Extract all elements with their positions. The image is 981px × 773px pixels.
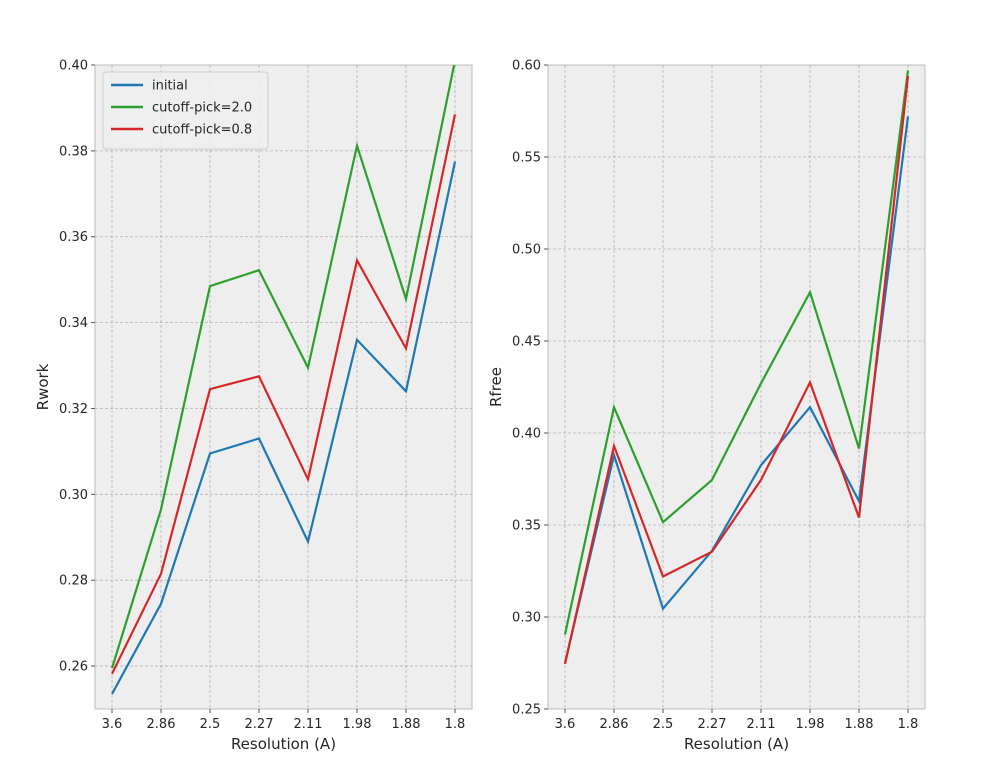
- y-axis-label: Rfree: [487, 367, 505, 407]
- x-tick-label: 1.98: [343, 717, 372, 732]
- y-tick-label: 0.34: [59, 316, 88, 331]
- x-tick-label: 2.86: [147, 717, 176, 732]
- legend-label-cutoff-pick-0-8: cutoff-pick=0.8: [152, 123, 252, 138]
- x-tick-label: 2.5: [200, 717, 221, 732]
- y-tick-label: 0.55: [512, 151, 541, 166]
- series-line-initial: [563, 116, 910, 664]
- x-tick-label: 2.5: [653, 717, 674, 732]
- y-tick-label: 0.45: [512, 335, 541, 350]
- legend-label-initial: initial: [152, 79, 188, 94]
- x-axis-label: Resolution (A): [684, 735, 789, 753]
- x-tick-label: 2.27: [245, 717, 274, 732]
- y-tick-label: 0.30: [59, 488, 88, 503]
- x-tick-label: 1.98: [796, 717, 825, 732]
- series-line-cutoff-pick-0-8: [563, 75, 910, 665]
- y-tick-label: 0.25: [512, 703, 541, 718]
- plot-background: [548, 65, 925, 709]
- legend-label-cutoff-pick-2-0: cutoff-pick=2.0: [152, 101, 252, 116]
- x-axis-label: Resolution (A): [231, 735, 336, 753]
- x-tick-label: 1.8: [445, 717, 466, 732]
- y-axis-label: Rwork: [34, 363, 52, 410]
- x-tick-label: 1.88: [392, 717, 421, 732]
- rfree-plot: 3.6 2.86 2.5 2.27 2.11 1.98 1.88 1.8 0.25 0.30 0.3…: [487, 59, 926, 753]
- x-tick-label: 2.11: [747, 717, 776, 732]
- y-tick-label: 0.40: [512, 427, 541, 442]
- y-tick-label: 0.30: [512, 611, 541, 626]
- y-tick-label: 0.38: [59, 144, 88, 159]
- plot-background: [95, 65, 472, 709]
- series-line-initial: [111, 161, 457, 695]
- rwork-plot: 3.6 2.86 2.5 2.27 2.11 1.98 1.88 1.8 0.26 0.28 0.3…: [34, 59, 473, 753]
- series-line-cutoff-pick-2-0: [563, 70, 910, 635]
- y-tick-label: 0.35: [512, 519, 541, 534]
- series-line-cutoff-pick-0-8: [111, 114, 457, 675]
- plot-frame: [547, 64, 926, 710]
- y-tick-label: 0.28: [59, 574, 88, 589]
- y-tick-label: 0.26: [59, 660, 88, 675]
- legend-box: [102, 71, 269, 150]
- y-tick-label: 0.32: [59, 402, 88, 417]
- y-tick-label: 0.50: [512, 243, 541, 258]
- x-tick-label: 2.86: [600, 717, 629, 732]
- plot-frame: [94, 64, 473, 710]
- x-tick-label: 3.6: [102, 717, 123, 732]
- x-tick-label: 1.8: [898, 717, 919, 732]
- x-tick-label: 3.6: [555, 717, 576, 732]
- y-tick-label: 0.36: [59, 230, 88, 245]
- x-tick-label: 1.88: [845, 717, 874, 732]
- x-tick-label: 2.27: [698, 717, 727, 732]
- y-tick-label: 0.40: [59, 59, 88, 74]
- y-tick-label: 0.60: [512, 59, 541, 74]
- series-line-cutoff-pick-2-0: [110, 65, 456, 669]
- x-tick-label: 2.11: [294, 717, 323, 732]
